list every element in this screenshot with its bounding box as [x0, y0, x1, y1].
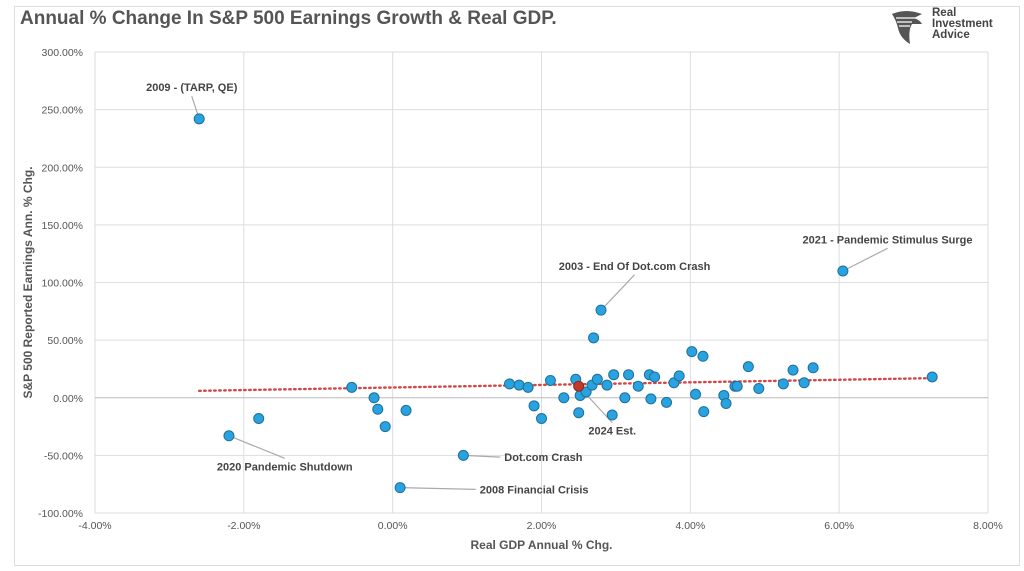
data-point: [698, 406, 710, 418]
y-tick-label: -50.00%: [44, 450, 83, 462]
trendline-path: [197, 376, 934, 393]
data-point: [608, 369, 620, 381]
data-point: [595, 304, 607, 316]
data-point: [619, 392, 631, 404]
data-point: [686, 346, 698, 358]
data-point: [645, 393, 657, 405]
y-tick-label: 0.00%: [53, 393, 83, 405]
data-point: [632, 380, 644, 392]
data-point-2024-est: [573, 380, 585, 392]
data-point: [720, 398, 732, 410]
data-point: [837, 265, 849, 277]
data-point: [690, 388, 702, 400]
logo-line-2: Investment: [932, 18, 993, 30]
y-tick-label: 100.00%: [42, 278, 83, 290]
annotation-leader-line: [600, 274, 635, 311]
y-tick-label: 200.00%: [42, 162, 83, 174]
y-tick-label: -100.00%: [38, 508, 83, 520]
data-point: [580, 386, 592, 398]
x-tick-label: 2.00%: [527, 520, 557, 532]
annotation-leader-line: [228, 435, 285, 459]
data-point: [522, 381, 534, 393]
y-axis-ticks: -100.00% -50.00% 0.00% 50.00% 100.00% 150.00%…: [38, 47, 83, 520]
data-point: [504, 378, 516, 390]
logo-line-3: Advice: [932, 29, 970, 41]
data-point: [394, 482, 406, 494]
grid: [94, 51, 989, 514]
data-point: [649, 371, 661, 383]
data-points: [193, 113, 938, 494]
data-point: [558, 392, 570, 404]
data-point: [798, 377, 810, 389]
data-point: [368, 392, 380, 404]
data-point: [573, 407, 585, 419]
data-point: [379, 421, 391, 433]
annotations: 2009 - (TARP, QE) 2021 - Pandemic Stimulu…: [146, 82, 972, 496]
data-point: [346, 381, 358, 393]
annotation-label: 2024 Est.: [588, 426, 636, 438]
eagle-head-icon: [892, 11, 922, 44]
annotation-leaders: [191, 95, 888, 491]
data-point: [513, 379, 525, 391]
data-point: [601, 379, 613, 391]
chart-title: Annual % Change In S&P 500 Earnings Grow…: [20, 8, 557, 29]
annotation-label: 2009 - (TARP, QE): [146, 82, 238, 94]
data-point: [588, 332, 600, 344]
data-point: [731, 380, 743, 392]
data-point: [372, 403, 384, 415]
data-point: [544, 374, 556, 386]
data-point: [926, 371, 938, 383]
annotation-label: 2008 Financial Crisis: [480, 484, 589, 496]
data-point: [223, 430, 235, 442]
data-point: [742, 361, 754, 373]
data-point: [787, 364, 799, 376]
data-point: [400, 404, 412, 416]
data-point: [753, 383, 765, 395]
data-point: [807, 362, 819, 374]
data-point: [661, 396, 673, 408]
data-point: [528, 400, 540, 412]
annotation-label: 2020 Pandemic Shutdown: [217, 461, 353, 473]
y-tick-label: 250.00%: [42, 105, 83, 117]
data-point: [623, 369, 635, 381]
annotation-label: 2003 - End Of Dot.com Crash: [559, 261, 711, 273]
y-tick-label: 50.00%: [47, 335, 83, 347]
data-point: [697, 350, 709, 362]
x-tick-label: 4.00%: [675, 520, 705, 532]
brand-logo: Real Investment Advice: [888, 6, 1018, 50]
annotation-leader-line: [463, 454, 501, 458]
x-tick-label: 8.00%: [973, 520, 1003, 532]
data-point: [591, 373, 603, 385]
data-point: [253, 412, 265, 424]
logo-line-1: Real: [932, 7, 957, 19]
annotation-label: 2021 - Pandemic Stimulus Surge: [803, 234, 973, 246]
trendline: [197, 376, 934, 393]
data-point: [777, 378, 789, 390]
y-axis-label: S&P 500 Reported Earnings Ann. % Chg.: [21, 166, 35, 398]
annotation-label: Dot.com Crash: [504, 452, 583, 464]
x-tick-label: -4.00%: [78, 520, 111, 532]
x-axis-ticks: -4.00% -2.00% 0.00% 2.00% 4.00% 6.00% 8.00%: [78, 520, 1003, 532]
data-point: [606, 409, 618, 421]
y-tick-label: 300.00%: [42, 47, 83, 59]
chart-frame: [14, 6, 1020, 566]
x-tick-label: 0.00%: [378, 520, 408, 532]
y-tick-label: 150.00%: [42, 220, 83, 232]
annotation-leader-line: [400, 487, 476, 491]
x-tick-label: -2.00%: [227, 520, 260, 532]
data-point: [457, 449, 469, 461]
x-tick-label: 6.00%: [824, 520, 854, 532]
x-axis-label: Real GDP Annual % Chg.: [470, 538, 612, 552]
data-point: [673, 370, 685, 382]
annotation-leader-line: [842, 247, 888, 272]
data-point: [536, 412, 547, 424]
data-point: [193, 113, 205, 125]
